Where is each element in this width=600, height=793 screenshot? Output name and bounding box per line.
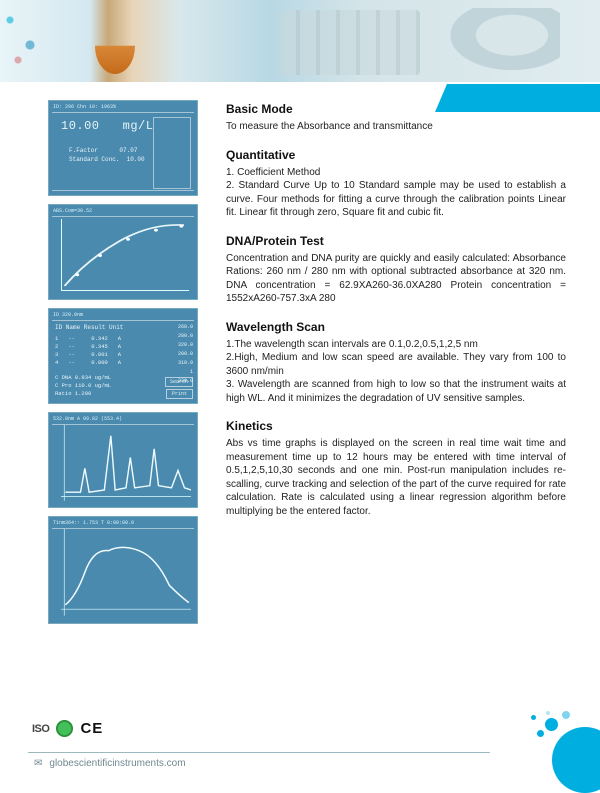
c-dna: C DNA 0.934 ug/mL xyxy=(55,374,111,381)
side-panel xyxy=(153,117,191,189)
footer: ISO CE globescientificinstruments.com xyxy=(0,711,600,775)
thumb-status-line: ID 320.0nm xyxy=(53,312,193,318)
eco-badge-icon xyxy=(56,720,73,737)
table-header: ID Name Result Unit xyxy=(55,324,123,331)
print-button[interactable]: Print xyxy=(166,389,193,399)
screenshot-dna-protein: ID 320.0nm ID Name Result Unit 1 -- 0.34… xyxy=(48,308,198,404)
ce-mark: CE xyxy=(80,720,103,737)
screenshot-basic-mode: ID: 296 Chn 10: 1963% 10.00 mg/L F.Facto… xyxy=(48,100,198,196)
screenshot-wavelength-scan: 532.8nm A 09.82 (553.4) xyxy=(48,412,198,508)
section-title: Quantitative xyxy=(226,148,566,162)
spectrum-plot xyxy=(61,425,191,501)
website-link[interactable]: globescientificinstruments.com xyxy=(34,758,186,769)
thumb-status-line: T1nm364:↑ 1.753 T 0:00:00.0 xyxy=(53,520,193,526)
thumb-status-line: ID: 296 Chn 10: 1963% xyxy=(53,104,193,110)
thumb-status-line: ABS.Com=30.52 xyxy=(53,208,193,214)
flask-graphic xyxy=(95,18,135,74)
main-content: ID: 296 Chn 10: 1963% 10.00 mg/L F.Facto… xyxy=(0,82,600,624)
ratio: Ratio 1.200 xyxy=(55,390,91,397)
search-button[interactable]: Search xyxy=(165,377,193,387)
microscope-graphic xyxy=(440,8,560,76)
kinetics-plot xyxy=(61,529,191,616)
section-body: 1. Coefficient Method 2. Standard Curve … xyxy=(226,166,566,220)
thumb-status-line: 532.8nm A 09.82 (553.4) xyxy=(53,416,193,422)
section-wavelength-scan: Wavelength Scan 1.The wavelength scan in… xyxy=(226,320,566,406)
section-title: Wavelength Scan xyxy=(226,320,566,334)
text-column: Basic Mode To measure the Absorbance and… xyxy=(198,100,572,624)
footer-divider xyxy=(28,752,490,753)
section-quantitative: Quantitative 1. Coefficient Method 2. St… xyxy=(226,148,566,220)
f-factor-row: F.Factor 07.07 xyxy=(69,147,137,154)
section-body: Concentration and DNA purity are quickly… xyxy=(226,252,566,306)
certifications: ISO CE xyxy=(32,720,103,737)
c-pro: C Pro 110.0 ug/mL xyxy=(55,382,111,389)
test-tubes-graphic xyxy=(280,10,420,75)
calibration-curve xyxy=(61,219,189,291)
section-dna-protein: DNA/Protein Test Concentration and DNA p… xyxy=(226,234,566,306)
std-conc-row: Standard Conc. 10.00 xyxy=(69,156,145,163)
section-body: 1.The wavelength scan intervals are 0.1,… xyxy=(226,338,566,406)
iso-badge: ISO xyxy=(32,723,49,735)
screenshot-quantitative: ABS.Com=30.52 xyxy=(48,204,198,300)
screenshot-kinetics: T1nm364:↑ 1.753 T 0:00:00.0 xyxy=(48,516,198,624)
decorative-bubbles xyxy=(480,695,600,775)
reading-value: 10.00 mg/L xyxy=(61,119,153,133)
corner-accent xyxy=(435,84,600,112)
section-body: Abs vs time graphs is displayed on the s… xyxy=(226,437,566,518)
screenshot-column: ID: 296 Chn 10: 1963% 10.00 mg/L F.Facto… xyxy=(48,100,198,624)
hero-banner xyxy=(0,0,600,82)
section-kinetics: Kinetics Abs vs time graphs is displayed… xyxy=(226,419,566,518)
section-title: DNA/Protein Test xyxy=(226,234,566,248)
section-title: Kinetics xyxy=(226,419,566,433)
section-body: To measure the Absorbance and transmitta… xyxy=(226,120,566,134)
